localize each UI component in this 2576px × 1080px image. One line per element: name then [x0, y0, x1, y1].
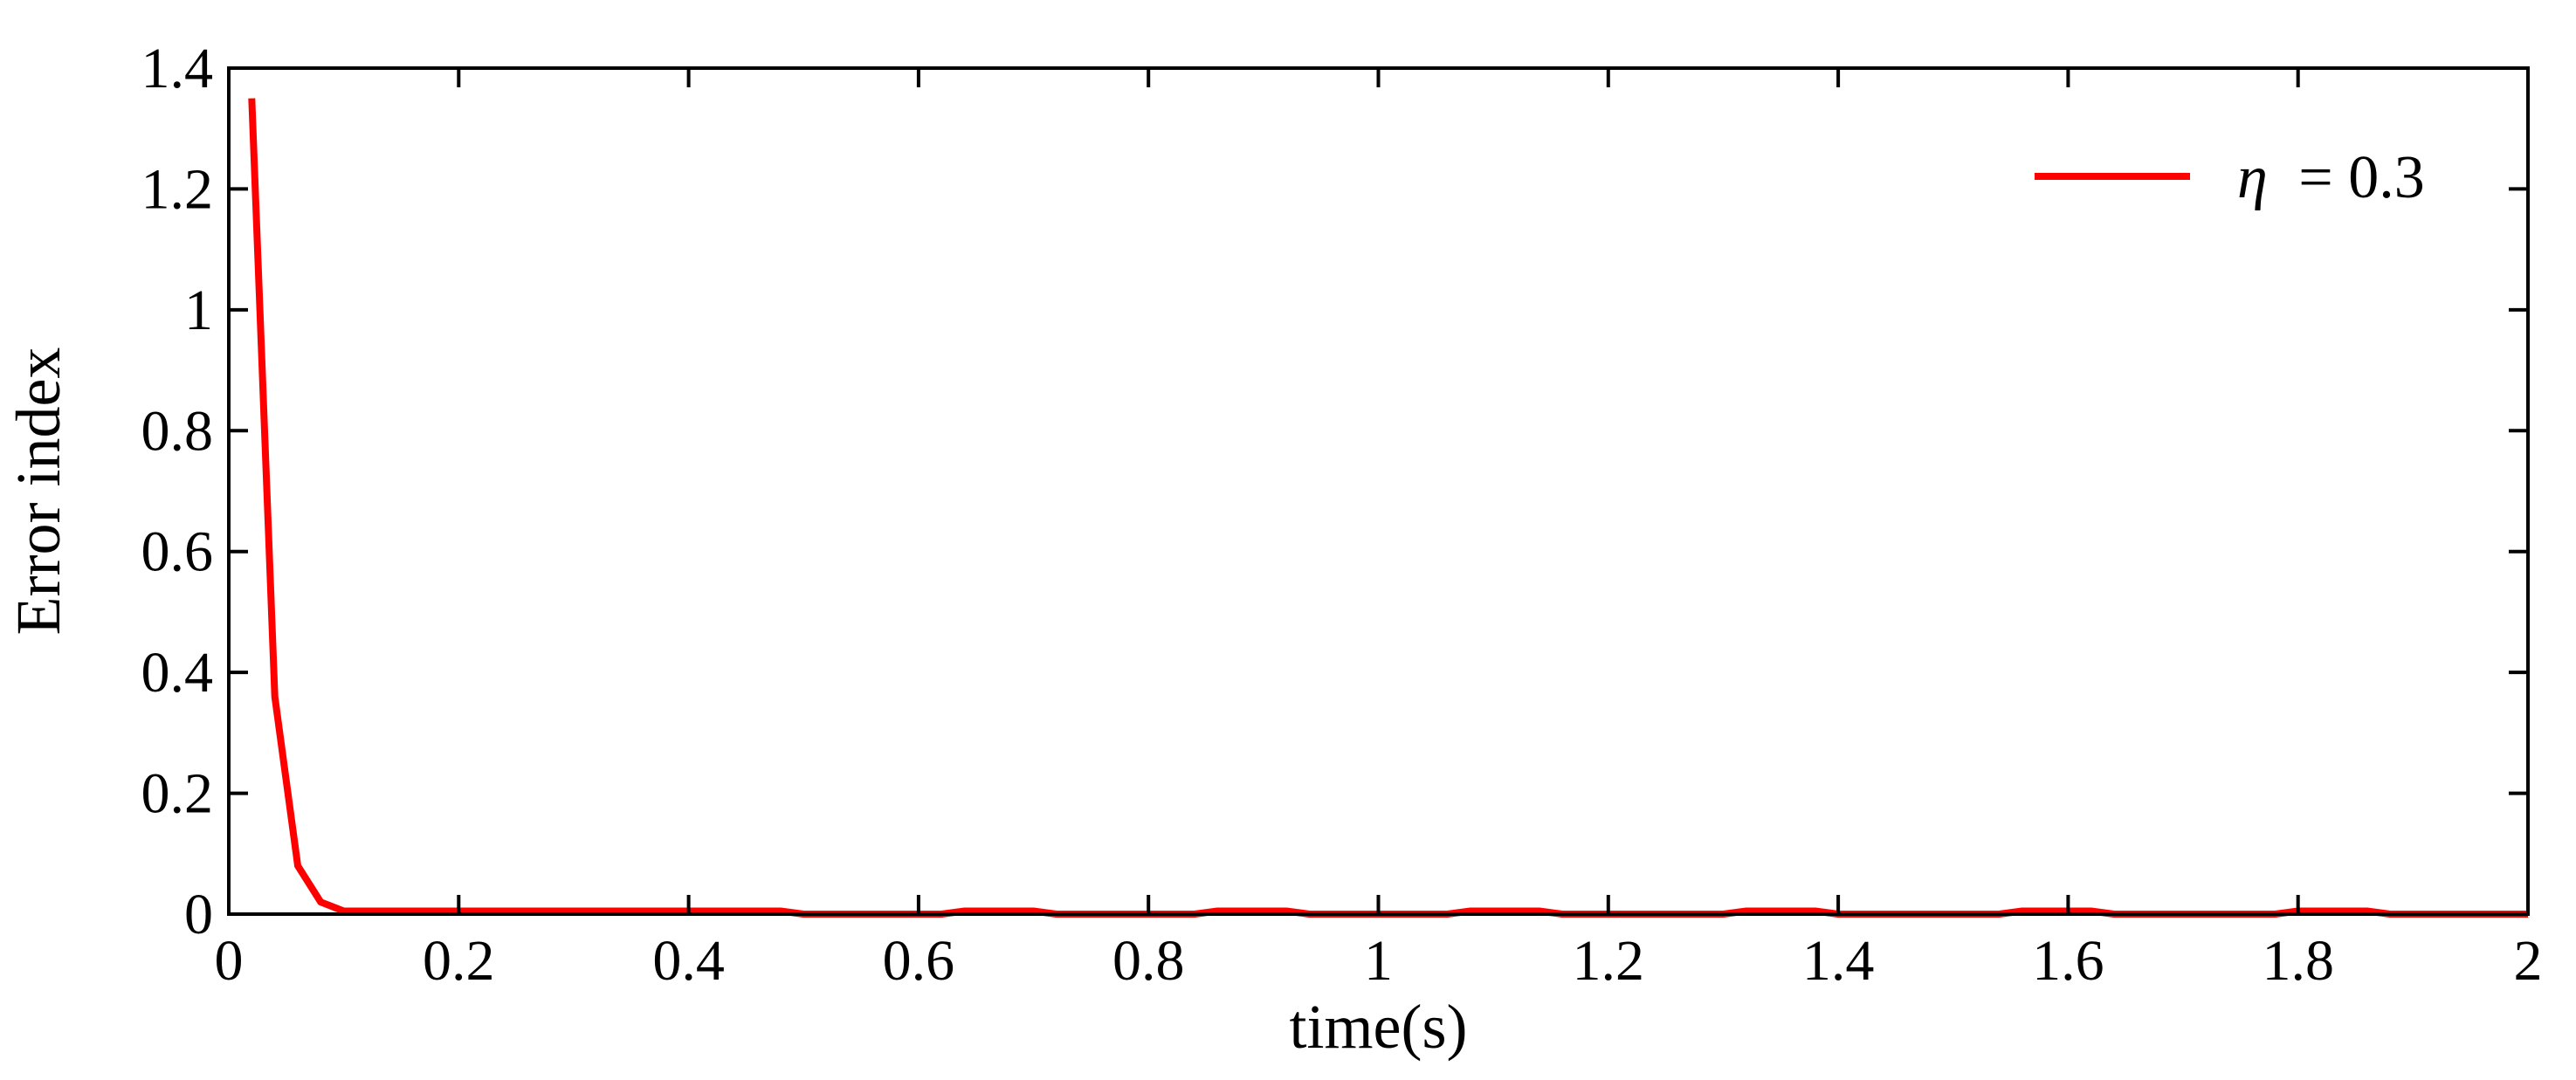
- y-tick-label: 0.8: [141, 399, 214, 463]
- y-tick-label: 0: [184, 883, 213, 946]
- x-tick-label: 0.6: [883, 929, 955, 993]
- legend-symbol: η: [2237, 144, 2268, 211]
- series-line: [248, 98, 2528, 918]
- x-axis-label: time(s): [1290, 992, 1468, 1062]
- x-tick-label: 0.2: [423, 929, 495, 993]
- y-axis: 0 0.2 0.4 0.6 0.8 1 1.2 1.4: [141, 37, 2528, 946]
- legend: η = 0.3: [2035, 144, 2425, 211]
- x-axis: 0 0.2 0.4 0.6 0.8 1 1.2 1.4 1.6 1.8 2: [215, 68, 2543, 993]
- x-tick-label: 1.8: [2262, 929, 2334, 993]
- legend-label: η = 0.3: [2237, 144, 2425, 211]
- series-layer: [248, 98, 2528, 918]
- x-tick-label: 1.4: [1802, 929, 1875, 993]
- y-axis-label: Error index: [3, 347, 73, 636]
- legend-value: = 0.3: [2298, 144, 2424, 211]
- y-tick-label: 0.2: [141, 762, 214, 826]
- y-tick-label: 0.4: [141, 641, 214, 705]
- y-tick-label: 0.6: [141, 520, 214, 584]
- y-tick-label: 1.2: [141, 157, 214, 221]
- x-tick-label: 2: [2514, 929, 2543, 993]
- x-tick-label: 0: [215, 929, 244, 993]
- y-tick-label: 1: [184, 279, 213, 342]
- x-tick-label: 0.4: [652, 929, 725, 993]
- y-tick-label: 1.4: [141, 37, 214, 100]
- x-tick-label: 1: [1364, 929, 1393, 993]
- x-tick-label: 0.8: [1112, 929, 1185, 993]
- plot-frame: [227, 66, 2530, 916]
- x-tick-label: 1.6: [2032, 929, 2104, 993]
- x-tick-label: 1.2: [1573, 929, 1645, 993]
